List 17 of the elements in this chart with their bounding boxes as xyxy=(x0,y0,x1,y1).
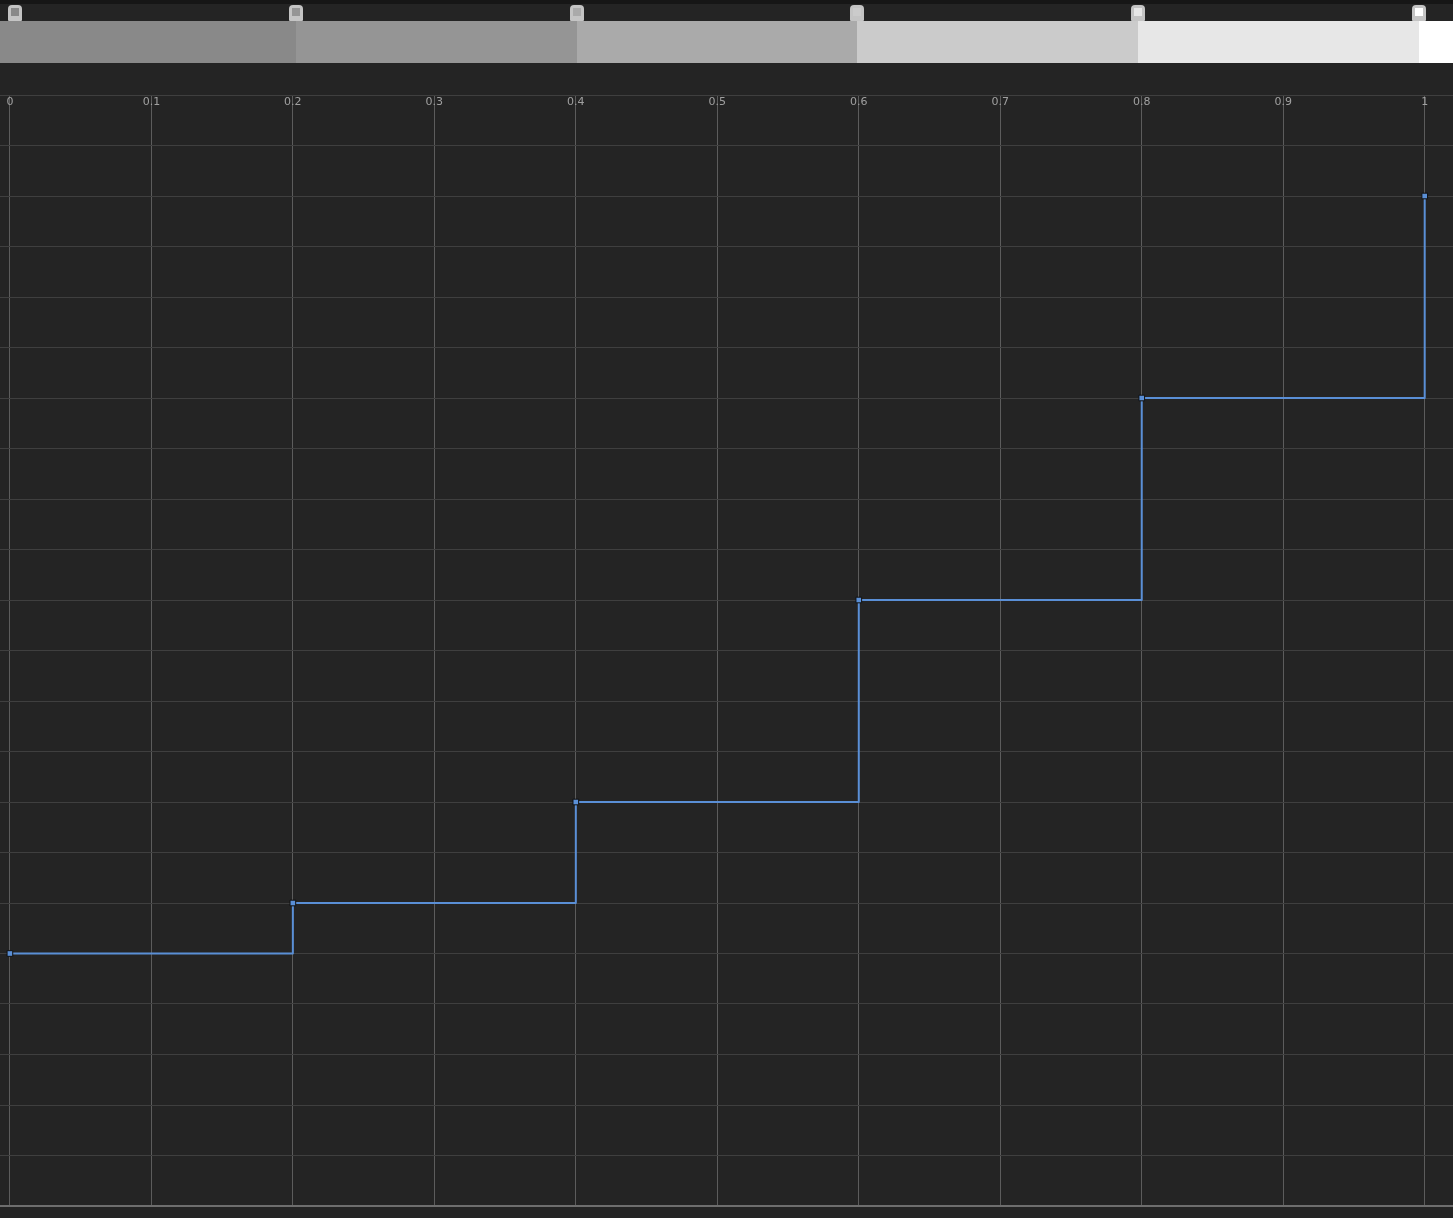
x-tick-label: 0.4 xyxy=(567,95,585,109)
x-tick-label: 0.2 xyxy=(284,95,302,109)
x-tick-label: 0 xyxy=(6,95,14,109)
x-tick-label: 0.7 xyxy=(991,95,1010,109)
point xyxy=(6,950,14,957)
point xyxy=(289,899,297,907)
x-tick-label: 0.5 xyxy=(708,95,727,109)
point xyxy=(1138,394,1146,402)
point xyxy=(855,596,863,604)
point xyxy=(1421,192,1429,200)
x-tick-label: 1 xyxy=(1421,95,1429,109)
x-tick-label: 0.6 xyxy=(850,95,868,109)
x-tick-label: 0.1 xyxy=(142,95,161,109)
x-tick-label: 0.3 xyxy=(425,95,444,109)
x-tick-label: 0.9 xyxy=(1274,95,1292,109)
point xyxy=(572,798,580,806)
x-tick-label: 0.8 xyxy=(1132,95,1151,109)
